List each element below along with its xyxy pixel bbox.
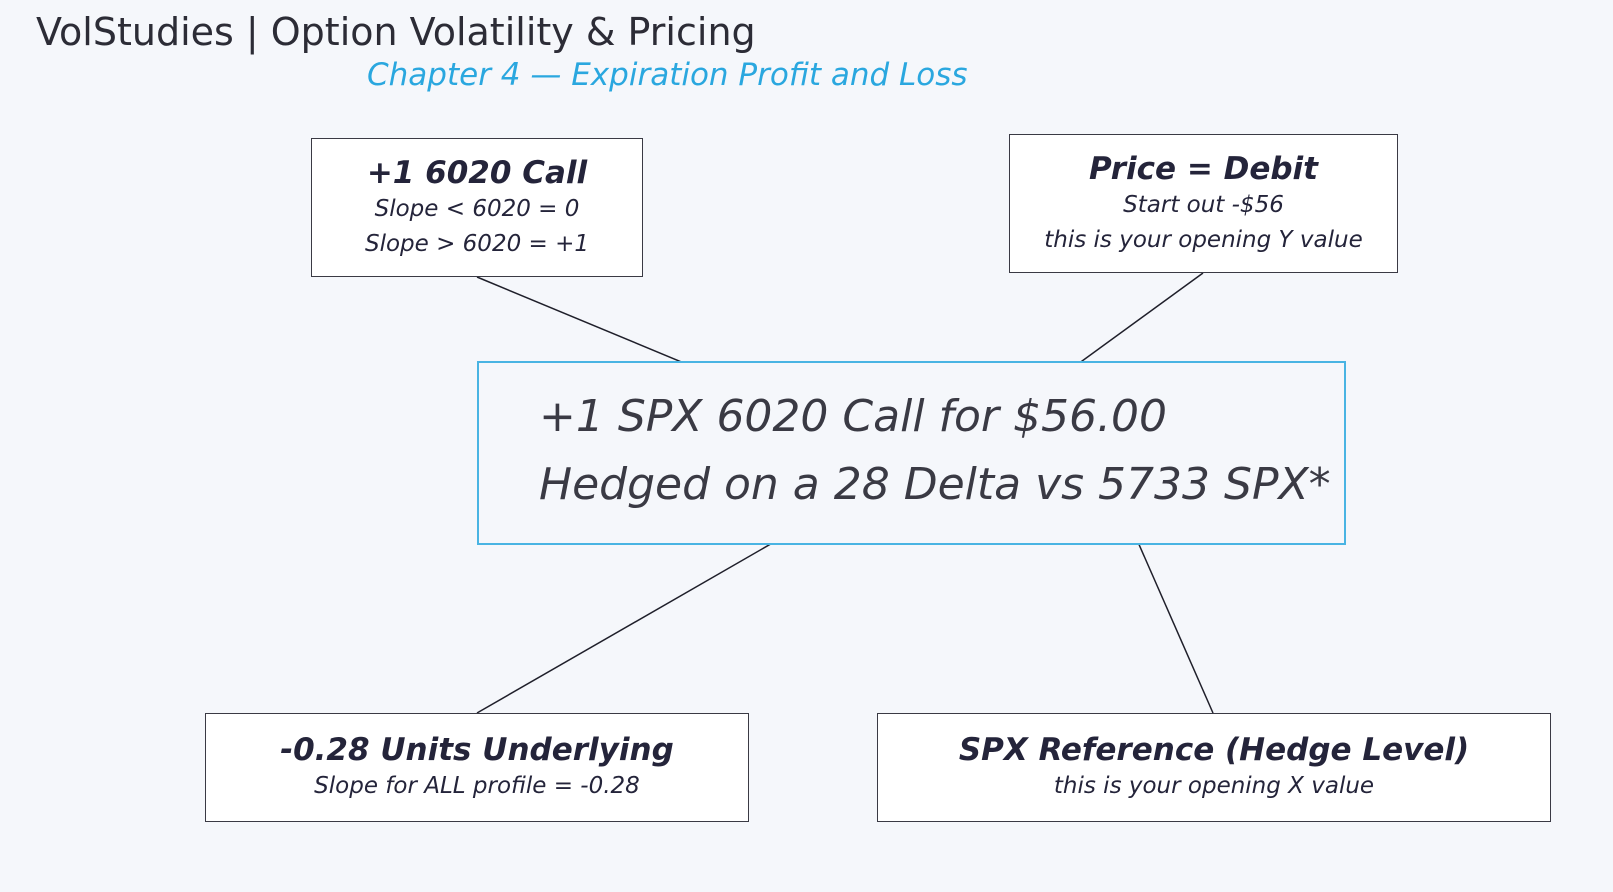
callout-call-box: +1 6020 Call Slope < 6020 = 0 Slope > 60… <box>311 138 643 277</box>
callout-units-box: -0.28 Units Underlying Slope for ALL pro… <box>205 713 749 822</box>
trade-line-2: Hedged on a 28 Delta vs 5733 SPX* <box>539 459 1331 510</box>
callout-spx-line1: this is your opening X value <box>1053 773 1375 799</box>
callout-debit-heading: Price = Debit <box>1088 150 1319 187</box>
trade-line-1: +1 SPX 6020 Call for $56.00 <box>539 391 1167 442</box>
chapter-subtitle: Chapter 4 — Expiration Profit and Loss <box>367 57 968 93</box>
callout-call-line1: Slope < 6020 = 0 <box>374 195 580 222</box>
page-title: VolStudies | Option Volatility & Pricing <box>36 10 756 54</box>
callout-debit-line2: this is your opening Y value <box>1044 226 1363 253</box>
trade-description-box: +1 SPX 6020 Call for $56.00 Hedged on a … <box>477 361 1346 545</box>
callout-debit-box: Price = Debit Start out -$56 this is you… <box>1009 134 1398 273</box>
callout-units-heading: -0.28 Units Underlying <box>280 732 674 768</box>
callout-call-heading: +1 6020 Call <box>366 154 588 191</box>
callout-units-line1: Slope for ALL profile = -0.28 <box>314 773 640 799</box>
callout-spx-box: SPX Reference (Hedge Level) this is your… <box>877 713 1551 822</box>
callout-debit-line1: Start out -$56 <box>1123 191 1284 218</box>
callout-spx-heading: SPX Reference (Hedge Level) <box>958 732 1470 768</box>
callout-call-line2: Slope > 6020 = +1 <box>364 230 590 257</box>
